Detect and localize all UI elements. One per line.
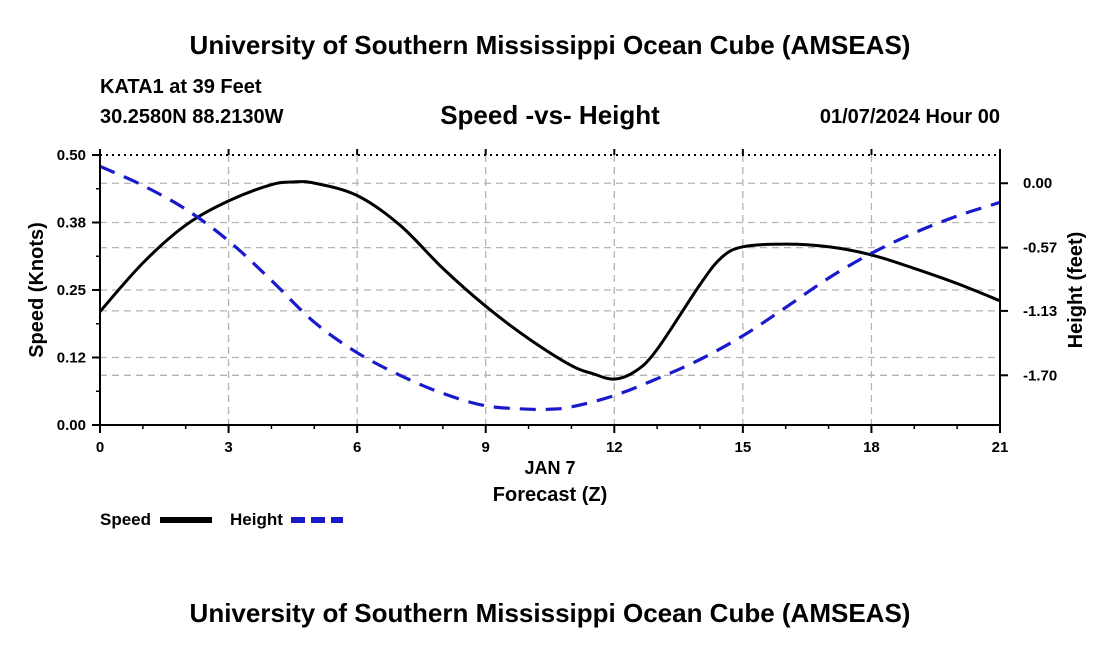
forecast-date: 01/07/2024 Hour 00: [819, 106, 1000, 128]
series-layer: [98, 164, 1001, 412]
y-left-tick-label: 0.50: [57, 147, 86, 164]
x-tick-label: 15: [735, 439, 752, 456]
y-axis-right-label: Height (feet): [1065, 232, 1087, 349]
y-left-tick-label: 0.25: [57, 282, 86, 299]
station-name: KATA1 at 39 Feet: [100, 76, 262, 98]
y-right-tick-label: -1.70: [1023, 367, 1057, 384]
x-tick-label: 0: [96, 439, 104, 456]
x-tick-label: 6: [353, 439, 361, 456]
x-tick-label: 3: [224, 439, 232, 456]
y-right-tick-label: -0.57: [1023, 240, 1057, 257]
grid: [100, 155, 1000, 425]
y-left-tick-label: 0.00: [57, 417, 86, 434]
series-line-height: [99, 164, 1001, 412]
x-tick-label: 21: [992, 439, 1009, 456]
x-axis-label: Forecast (Z): [493, 484, 607, 506]
x-tick-label: 18: [863, 439, 880, 456]
chart-title: Speed -vs- Height: [440, 100, 660, 130]
ticks: 0 3 6 9 12 15 18 21 0.00 0.12 0.25 0.38 0.50 0.00 -0.5…: [57, 147, 1057, 456]
y-left-tick-label: 0.12: [57, 350, 86, 367]
y-left-tick-label: 0.38: [57, 215, 86, 232]
series-line-speed: [98, 180, 1001, 381]
x-tick-label: 9: [482, 439, 490, 456]
legend: Speed Height: [100, 510, 343, 529]
station-coordinates: 30.2580N 88.2130W: [100, 106, 284, 128]
x-tick-label: 12: [606, 439, 623, 456]
legend-speed-label: Speed: [100, 510, 151, 529]
y-right-tick-label: -1.13: [1023, 303, 1057, 320]
page-title: University of Southern Mississippi Ocean…: [189, 30, 911, 60]
y-right-tick-label: 0.00: [1023, 175, 1052, 192]
x-axis-date-label: JAN 7: [524, 458, 575, 478]
footer-title: University of Southern Mississippi Ocean…: [189, 598, 911, 628]
y-axis-left-label: Speed (Knots): [26, 222, 48, 358]
legend-height-label: Height: [230, 510, 283, 529]
